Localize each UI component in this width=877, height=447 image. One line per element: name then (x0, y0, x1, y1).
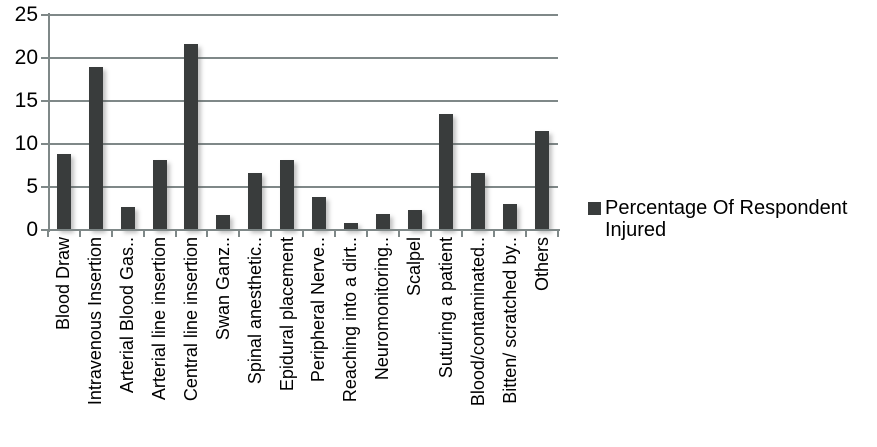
x-axis-tick (110, 231, 113, 237)
y-axis-tick (41, 229, 49, 231)
x-axis-category-label: Reaching into a dirt.. (335, 237, 367, 445)
x-axis-tick (206, 231, 209, 237)
y-axis-tick-label: 25 (14, 3, 38, 26)
x-axis-tick (302, 231, 304, 237)
x-axis-category-label: Epidural placement (271, 237, 303, 445)
x-axis-category-label: Swan Ganz.. (207, 237, 239, 445)
x-axis-category-label: Scalpel (399, 237, 431, 445)
x-axis-category-label-text: Bitten/ scratched by.. (499, 237, 520, 404)
bar (88, 66, 103, 230)
gridline (48, 14, 558, 16)
y-axis-tick (41, 143, 49, 145)
x-axis-tick (557, 231, 559, 237)
bar (375, 213, 390, 230)
x-axis-tick (461, 231, 464, 237)
bar (311, 197, 326, 230)
bar (471, 173, 486, 230)
bar (184, 44, 199, 230)
bar (216, 215, 231, 230)
x-axis-tick (238, 231, 241, 237)
x-axis-category-label-text: Peripheral Nerve.. (308, 237, 329, 383)
bar (407, 210, 422, 230)
bar (280, 160, 295, 230)
x-axis-category-label: Blood/contaminated.. (462, 237, 494, 445)
gridline (48, 143, 558, 145)
x-axis-category-label-text: Blood/contaminated.. (467, 237, 488, 407)
x-axis-category-label: Central line insertion (176, 237, 208, 445)
x-axis-category-label: Intravenous Insertion (80, 237, 112, 445)
y-axis-tick (41, 100, 49, 102)
x-axis-tick (47, 231, 49, 237)
x-axis-category-label-text: Arterial Blood Gas.. (117, 237, 138, 394)
x-axis-category-label-text: Epidural placement (276, 237, 297, 392)
bar (535, 131, 550, 230)
plot-area (48, 14, 558, 230)
x-axis-category-label-text: Others (531, 237, 552, 292)
x-axis-category-label: Others (526, 237, 558, 445)
x-axis-tick (270, 231, 273, 237)
x-axis-category-label: Suturing a patient (431, 237, 463, 445)
x-axis-tick (397, 231, 400, 237)
x-axis-tick (525, 231, 528, 237)
y-axis-tick (41, 186, 49, 188)
x-axis-category-label-text: Arterial line insertion (149, 237, 170, 401)
x-axis-category-label: Blood Draw (48, 237, 80, 445)
x-axis-category-label: Peripheral Nerve.. (303, 237, 335, 445)
x-axis-category-label-text: Neuromonitoring.. (372, 237, 393, 381)
y-axis-tick-label: 10 (14, 132, 38, 155)
x-axis-labels: Blood Draw Intravenous Insertion Arterial … (48, 237, 558, 445)
y-axis-tick-label: 15 (14, 89, 38, 112)
bar (56, 154, 71, 230)
y-axis-tick (41, 14, 49, 16)
gridline (48, 186, 558, 188)
x-axis-tick (174, 231, 177, 237)
x-axis-tick (493, 231, 496, 237)
x-axis-category-label-text: Suturing a patient (435, 237, 456, 379)
y-axis-tick (41, 57, 49, 59)
bar (152, 160, 167, 230)
x-axis-tick (365, 231, 368, 237)
x-axis-category-label-text: Intravenous Insertion (85, 237, 106, 406)
legend-square-marker-icon (588, 202, 601, 215)
bar (120, 206, 135, 230)
bar (503, 204, 518, 230)
legend: Percentage Of Respondent Injured (588, 197, 870, 241)
x-axis-tick (78, 231, 81, 237)
x-axis-category-label: Neuromonitoring.. (367, 237, 399, 445)
x-axis-category-label: Bitten/ scratched by.. (494, 237, 526, 445)
gridline (48, 100, 558, 102)
gridline (48, 57, 558, 59)
y-axis-tick-label: 5 (26, 175, 38, 198)
y-axis-tick-label: 20 (14, 46, 38, 69)
x-axis-category-label-text: Blood Draw (53, 237, 74, 331)
bar (248, 173, 263, 230)
x-axis-category-label-text: Central line insertion (180, 237, 201, 402)
x-axis-category-label: Spinal anesthetic.. (239, 237, 271, 445)
x-axis-category-label-text: Scalpel (404, 237, 425, 297)
y-axis-line (48, 13, 50, 232)
x-axis-category-label-text: Spinal anesthetic.. (244, 237, 265, 385)
x-axis-line (48, 229, 560, 231)
x-axis-category-label: Arterial Blood Gas.. (112, 237, 144, 445)
bar (439, 113, 454, 230)
x-axis-tick (429, 231, 432, 237)
x-axis-tick (333, 231, 336, 237)
x-axis-tick (142, 231, 145, 237)
x-axis-category-label-text: Swan Ganz.. (212, 237, 233, 341)
y-axis-tick-label: 0 (26, 218, 38, 241)
x-axis-category-label: Arterial line insertion (144, 237, 176, 445)
x-axis-category-label-text: Reaching into a dirt.. (340, 237, 361, 403)
legend-label: Percentage Of Respondent Injured (605, 197, 848, 241)
bar (343, 223, 358, 230)
